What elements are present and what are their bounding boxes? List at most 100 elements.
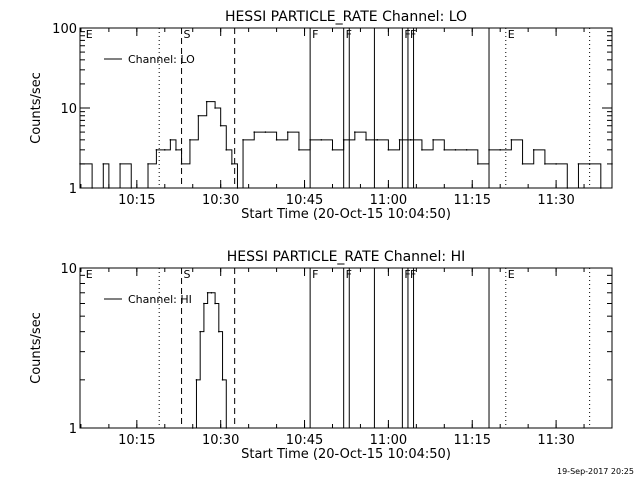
data-series-line xyxy=(80,101,613,189)
event-marker-label: F xyxy=(312,28,318,41)
data-point xyxy=(555,163,557,165)
data-point xyxy=(175,149,177,151)
data-point xyxy=(79,163,81,165)
data-point xyxy=(163,149,166,151)
data-point xyxy=(214,302,216,305)
data-point xyxy=(320,139,323,141)
data-point xyxy=(108,187,110,189)
data-point xyxy=(199,330,201,333)
data-point xyxy=(488,149,490,151)
data-point xyxy=(191,427,194,429)
y-tick-label: 100 xyxy=(52,22,77,37)
y-tick-label: 1 xyxy=(69,422,77,437)
data-point xyxy=(286,131,289,133)
data-point xyxy=(421,149,423,151)
data-point xyxy=(210,291,213,294)
x-tick-label: 11:00 xyxy=(370,433,407,448)
data-point xyxy=(398,139,401,141)
legend-label: Channel: HI xyxy=(128,293,192,306)
data-point xyxy=(91,187,93,189)
data-point xyxy=(264,131,267,133)
panel-hi: HESSI PARTICLE_RATE Channel: HI 10:15 10:3… xyxy=(29,249,613,462)
data-point xyxy=(611,163,613,165)
x-tick-label: 11:15 xyxy=(454,433,491,448)
x-tick-label: 11:30 xyxy=(537,433,574,448)
x-axis-label: Start Time (20-Oct-15 10:04:50) xyxy=(241,207,451,222)
data-point xyxy=(298,149,300,151)
data-point xyxy=(588,163,591,165)
data-series-line xyxy=(192,292,227,429)
data-point xyxy=(169,139,172,141)
data-point xyxy=(477,163,479,165)
data-point xyxy=(221,379,224,381)
data-point xyxy=(225,427,228,429)
x-tick-label: 10:45 xyxy=(286,433,323,448)
y-tick-label: 10 xyxy=(60,102,77,117)
data-point xyxy=(225,149,228,151)
data-point xyxy=(242,139,244,141)
data-point xyxy=(499,149,501,151)
x-tick-label: 10:15 xyxy=(118,193,155,208)
data-point xyxy=(102,163,105,165)
data-point xyxy=(354,131,356,133)
x-tick-label: 10:45 xyxy=(286,193,323,208)
data-point xyxy=(409,139,412,141)
x-tick-label: 11:15 xyxy=(454,193,491,208)
legend-label: Channel: LO xyxy=(128,53,195,66)
data-point xyxy=(147,163,149,165)
panel-lo: HESSI PARTICLE_RATE Channel: LO 10:15 10:3… xyxy=(29,9,613,222)
data-point xyxy=(189,139,191,141)
data-point xyxy=(465,149,468,151)
y-tick-label: 10 xyxy=(60,262,77,277)
event-marker-label: E xyxy=(86,268,93,281)
data-point xyxy=(387,149,390,151)
data-point xyxy=(218,330,220,333)
data-point xyxy=(231,163,233,165)
data-point xyxy=(521,163,524,165)
x-tick-label: 11:00 xyxy=(370,193,407,208)
data-point xyxy=(214,107,216,109)
x-tick-label: 10:30 xyxy=(202,193,239,208)
data-point xyxy=(309,139,311,141)
data-point xyxy=(600,187,602,189)
chart-title: HESSI PARTICLE_RATE Channel: HI xyxy=(227,249,465,265)
y-axis-label: Counts/sec xyxy=(29,72,44,144)
data-point xyxy=(203,302,205,305)
data-point xyxy=(253,131,256,133)
data-point xyxy=(275,139,278,141)
data-point xyxy=(236,187,239,189)
chart-title: HESSI PARTICLE_RATE Channel: LO xyxy=(225,9,467,25)
data-point xyxy=(510,139,513,141)
data-point xyxy=(195,379,198,381)
y-axis-label: Counts/sec xyxy=(29,312,44,384)
data-point xyxy=(566,187,569,189)
x-tick-label: 11:30 xyxy=(537,193,574,208)
plot-frame xyxy=(79,267,613,429)
data-point xyxy=(532,149,535,151)
data-point xyxy=(443,149,446,151)
y-tick-label: 1 xyxy=(69,182,77,197)
data-point xyxy=(544,163,546,165)
data-point xyxy=(155,149,158,151)
event-marker-label: S xyxy=(184,28,191,41)
data-point xyxy=(365,139,367,141)
timestamp: 19-Sep-2017 20:25 xyxy=(557,467,634,476)
data-point xyxy=(376,139,379,141)
data-point xyxy=(342,139,345,141)
event-marker-label: E xyxy=(508,28,515,41)
data-point xyxy=(180,163,183,165)
data-point xyxy=(432,139,434,141)
event-marker-label: F xyxy=(312,268,318,281)
event-marker-label: E xyxy=(508,268,515,281)
data-point xyxy=(197,114,200,117)
data-point xyxy=(205,100,208,103)
data-point xyxy=(206,291,209,294)
data-point xyxy=(577,163,580,165)
event-marker-label: E xyxy=(86,28,93,41)
x-tick-label: 10:15 xyxy=(118,433,155,448)
data-point xyxy=(130,187,133,189)
data-point xyxy=(454,149,457,151)
x-axis-label: Start Time (20-Oct-15 10:04:50) xyxy=(241,447,451,462)
x-tick-label: 10:30 xyxy=(202,433,239,448)
